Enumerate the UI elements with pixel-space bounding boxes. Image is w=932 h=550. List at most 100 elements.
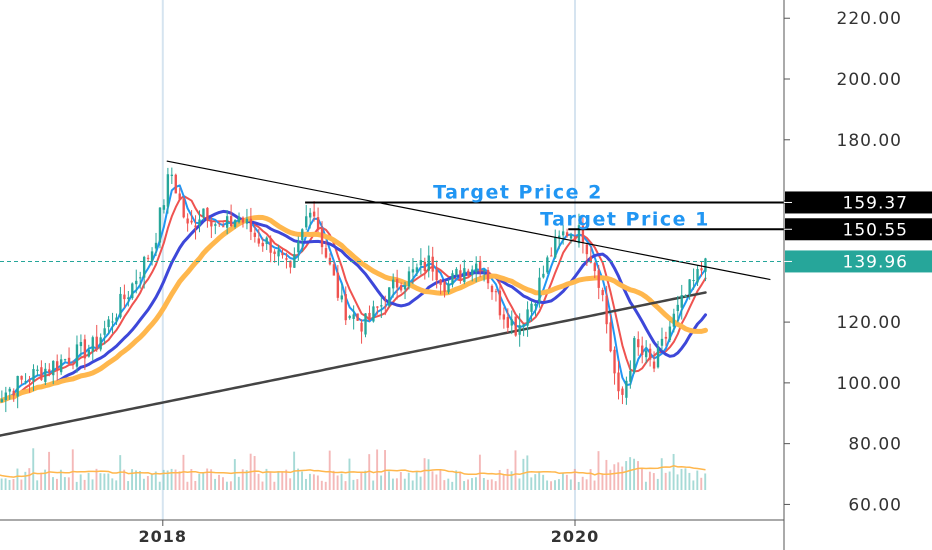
drawing-tools[interactable]: Target Price 2 Target Price 1 bbox=[0, 160, 815, 281]
candle-body bbox=[40, 367, 43, 380]
volume-bar bbox=[305, 478, 307, 490]
volume-bar bbox=[0, 478, 3, 490]
volume-bar bbox=[146, 476, 149, 490]
volume-bar bbox=[127, 481, 130, 490]
volume-bar bbox=[40, 472, 43, 490]
volume-bar bbox=[123, 469, 126, 490]
volume-bars bbox=[0, 448, 707, 490]
candle-body bbox=[625, 380, 628, 398]
candle-body bbox=[20, 375, 23, 380]
volume-bar bbox=[399, 472, 402, 490]
volume-bar bbox=[490, 479, 493, 490]
candle-body bbox=[380, 305, 383, 307]
candle-body bbox=[629, 370, 632, 382]
volume-bar bbox=[79, 474, 82, 490]
candle-body bbox=[63, 359, 67, 361]
volume-bar bbox=[269, 471, 272, 490]
candle-body bbox=[202, 208, 205, 217]
volume-bar bbox=[380, 475, 383, 490]
candle-body bbox=[146, 257, 150, 259]
price-tag-box bbox=[785, 218, 932, 241]
candle-body bbox=[522, 324, 525, 327]
candle-body bbox=[463, 268, 466, 283]
candle-body bbox=[95, 336, 98, 349]
candle-body bbox=[150, 251, 154, 262]
candle-body bbox=[277, 250, 280, 257]
candle-body bbox=[482, 270, 486, 272]
price-axis[interactable]: 60.0080.00100.00120.00140.00160.00180.00… bbox=[783, 0, 932, 550]
volume-bar bbox=[597, 451, 600, 490]
volume-bar bbox=[198, 473, 201, 490]
volume-bar bbox=[206, 468, 209, 490]
volume-bar bbox=[522, 458, 525, 490]
candle-body bbox=[502, 314, 506, 320]
candle-body bbox=[530, 303, 533, 312]
volume-bar bbox=[660, 458, 663, 490]
candle-body bbox=[514, 316, 517, 336]
volume-bar bbox=[629, 457, 632, 490]
volume-bar bbox=[52, 477, 54, 490]
candle-body bbox=[218, 222, 221, 224]
candle-body bbox=[471, 269, 474, 276]
volume-bar bbox=[233, 459, 236, 490]
candle-body bbox=[360, 322, 363, 332]
candle-body bbox=[214, 224, 217, 226]
target-price-1-label: Target Price 1 bbox=[540, 208, 710, 230]
candle-body bbox=[467, 270, 470, 276]
volume-bar bbox=[482, 478, 485, 490]
candle-body bbox=[135, 280, 138, 285]
volume-bar bbox=[589, 469, 592, 490]
candle-body bbox=[253, 232, 257, 237]
volume-bar bbox=[538, 471, 541, 490]
candle-body bbox=[320, 228, 324, 248]
candle-body bbox=[641, 345, 644, 355]
candle-body bbox=[166, 174, 170, 207]
volume-bar bbox=[158, 481, 161, 490]
candle-body bbox=[8, 388, 11, 392]
volume-bar bbox=[237, 476, 240, 490]
price-tick-label: 200.00 bbox=[837, 70, 902, 90]
volume-bar bbox=[332, 470, 335, 490]
price-tick-label: 120.00 bbox=[837, 313, 902, 333]
volume-bar bbox=[652, 473, 655, 490]
volume-bar bbox=[28, 468, 31, 490]
candle-body bbox=[332, 264, 336, 276]
volume-bar bbox=[550, 481, 553, 490]
volume-bar bbox=[427, 459, 430, 490]
volume-bar bbox=[593, 480, 596, 490]
volume-bar bbox=[633, 458, 636, 490]
candle-body bbox=[59, 359, 63, 373]
candle-body bbox=[257, 238, 260, 244]
candle-body bbox=[475, 263, 478, 273]
candle-body bbox=[198, 219, 201, 226]
volume-bar bbox=[391, 478, 394, 490]
vertical-grid-lines bbox=[161, 0, 577, 520]
candle-body bbox=[52, 360, 55, 376]
volume-bar bbox=[352, 479, 355, 490]
moving-average-line bbox=[0, 209, 707, 403]
candle-body bbox=[589, 256, 593, 263]
volume-bar bbox=[202, 473, 205, 490]
volume-bar bbox=[91, 479, 94, 490]
candle-body bbox=[660, 338, 664, 346]
candle-body bbox=[455, 268, 458, 276]
candle-body bbox=[692, 280, 695, 282]
volume-bar bbox=[348, 458, 351, 490]
volume-bar bbox=[71, 449, 74, 490]
volume-bar bbox=[376, 449, 379, 490]
volume-bar bbox=[554, 480, 556, 490]
volume-bar bbox=[44, 469, 47, 490]
candle-body bbox=[111, 321, 114, 323]
candle-body bbox=[419, 260, 423, 266]
volume-bar bbox=[668, 471, 671, 490]
candle-body bbox=[633, 337, 636, 373]
volume-bar bbox=[4, 478, 7, 490]
time-axis[interactable]: 2018 2020 bbox=[0, 519, 784, 546]
volume-bar bbox=[672, 453, 675, 490]
volume-bar bbox=[87, 472, 90, 490]
candle-body bbox=[427, 255, 430, 271]
volume-bar bbox=[115, 480, 118, 490]
candle-body bbox=[340, 295, 343, 300]
volume-bar bbox=[419, 476, 422, 490]
